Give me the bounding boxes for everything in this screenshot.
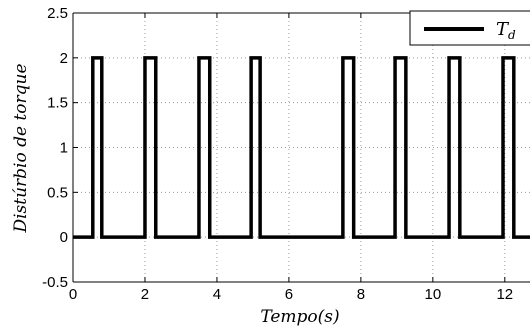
y-tick-label: 1.5 [47, 95, 68, 112]
y-tick-label: 1 [60, 140, 68, 157]
y-tick-label: -0.5 [42, 274, 68, 291]
legend-series-label: Td [496, 19, 516, 42]
x-tick-label: 0 [69, 286, 77, 303]
series-layer [73, 56, 530, 239]
x-tick-label: 8 [357, 286, 365, 303]
y-tick-label: 2 [60, 50, 68, 67]
y-tick-label: 2.5 [47, 5, 68, 22]
x-tick-label: 2 [141, 286, 149, 303]
x-tick-label: 10 [424, 286, 441, 303]
x-tick-label: 12 [496, 286, 513, 303]
legend: Td [409, 10, 530, 46]
tick-labels: 0 2 4 6 8 10 12-0.500.511.522.5 [42, 5, 513, 303]
x-tick-label: 6 [285, 286, 293, 303]
y-axis-label: Distúrbio de torque [11, 63, 31, 233]
y-tick-label: 0 [60, 229, 68, 246]
legend-series-main: T [496, 19, 510, 40]
x-tick-label: 4 [213, 286, 221, 303]
x-axis-label: Tempo(s) [260, 307, 339, 327]
legend-series-subscript: d [508, 28, 516, 42]
series-line-0 [73, 56, 530, 239]
y-tick-label: 0.5 [47, 184, 68, 201]
